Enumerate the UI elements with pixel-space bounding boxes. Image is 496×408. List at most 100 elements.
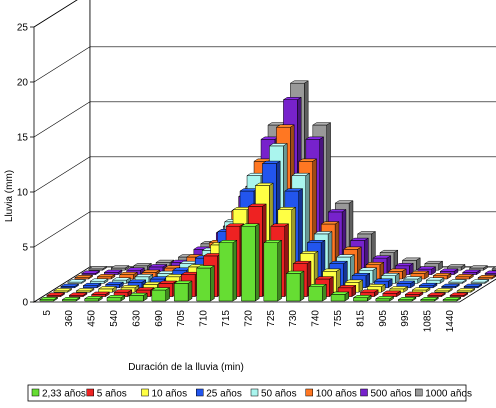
bar-top (225, 223, 245, 227)
bar-top (358, 267, 378, 271)
bar-top (366, 284, 387, 287)
x-tick-label: 360 (64, 310, 75, 327)
x-axis-ticks: 5 360 450 540 630 690 705 710 715 720 725 730 740 755… (42, 310, 456, 333)
bar-top (402, 276, 423, 280)
bar (449, 292, 469, 298)
bar-top (120, 285, 140, 289)
bar (59, 283, 80, 289)
x-tick-label: 5 (42, 310, 53, 316)
legend-swatch (415, 388, 423, 397)
bar-side (210, 265, 215, 302)
y-axis-title: Lluvia (mm) (4, 170, 15, 222)
bar-top (173, 280, 193, 284)
side-gridline (33, 211, 91, 248)
bar-side (255, 223, 260, 302)
bar (73, 274, 94, 280)
bar-top (381, 290, 402, 294)
side-gridline (33, 156, 91, 193)
bar-top (342, 246, 363, 250)
bar-top (352, 295, 373, 298)
bar (419, 296, 440, 302)
bar (461, 269, 482, 276)
bar-side (299, 270, 305, 302)
legend-label: 1000 años (425, 389, 472, 400)
x-tick-label: 450 (87, 310, 98, 327)
bar-top (432, 273, 452, 276)
bar-top (38, 297, 59, 300)
y-tick-label: 20 (17, 78, 29, 89)
bar (477, 274, 496, 280)
bar-top (356, 231, 377, 235)
bar-front (263, 242, 278, 302)
bar-front (129, 295, 144, 302)
bar-top (247, 203, 268, 207)
bar-side (232, 239, 238, 302)
legend-label: 10 años (152, 389, 188, 400)
bar-top (394, 263, 415, 267)
bar-top (433, 288, 454, 292)
bar-top (261, 160, 282, 164)
legend-label: 50 años (261, 389, 297, 400)
bar-top (447, 279, 468, 283)
bar-top (387, 268, 408, 272)
bar-top (446, 264, 466, 268)
bar-top (73, 275, 94, 278)
bar-front (455, 276, 470, 280)
bar-side (322, 283, 327, 302)
bar-top (311, 122, 332, 126)
bar-front (106, 297, 122, 302)
bar-front (375, 298, 390, 302)
bar (433, 288, 454, 293)
bar-top (66, 279, 87, 283)
bar (90, 291, 111, 298)
legend: 2,33 años 5 años 10 años 25 años 50 años 100 … (27, 384, 472, 402)
y-tick-label: 5 (22, 243, 28, 254)
bar-front (151, 289, 166, 302)
bar-top (59, 283, 80, 287)
bar-top (321, 268, 342, 272)
bar-top (379, 249, 399, 253)
bar-top (328, 260, 349, 264)
bar (330, 291, 350, 302)
bar-top (373, 278, 394, 282)
bar-top (307, 284, 328, 287)
bar-top (155, 259, 175, 263)
bar-top (306, 240, 326, 243)
bar-top (425, 277, 445, 281)
legend-swatch (31, 388, 40, 397)
bar-top (327, 209, 347, 213)
bar (404, 291, 424, 298)
bar-top (128, 292, 149, 296)
bar-top (442, 297, 462, 300)
bar-front (285, 273, 301, 302)
bar-top (395, 280, 416, 284)
bar (110, 265, 130, 271)
bar-top (374, 296, 395, 300)
bar-top (96, 274, 116, 278)
bar-top (491, 266, 496, 270)
bar (82, 282, 102, 289)
bar-top (127, 279, 147, 283)
bar-top (103, 269, 123, 273)
bar-top (454, 274, 475, 278)
legend-label: 500 años (371, 389, 412, 400)
x-tick-label: 740 (311, 310, 322, 327)
bar-top (423, 260, 444, 264)
x-tick-label: 705 (176, 310, 187, 327)
bar-top (90, 291, 111, 295)
bar-top (285, 270, 305, 274)
bar (38, 296, 59, 302)
bar (52, 288, 73, 293)
bar-top (80, 270, 101, 274)
bar (426, 292, 447, 298)
bar-top (275, 124, 296, 128)
bar (440, 283, 461, 289)
bar (173, 280, 193, 302)
bar-top (289, 80, 310, 84)
x-tick-label: 725 (266, 310, 277, 327)
bar-top (254, 182, 275, 186)
bar-front (84, 298, 99, 302)
bar-top (283, 188, 304, 192)
x-tick-label: 720 (243, 310, 254, 327)
bar (61, 296, 81, 302)
